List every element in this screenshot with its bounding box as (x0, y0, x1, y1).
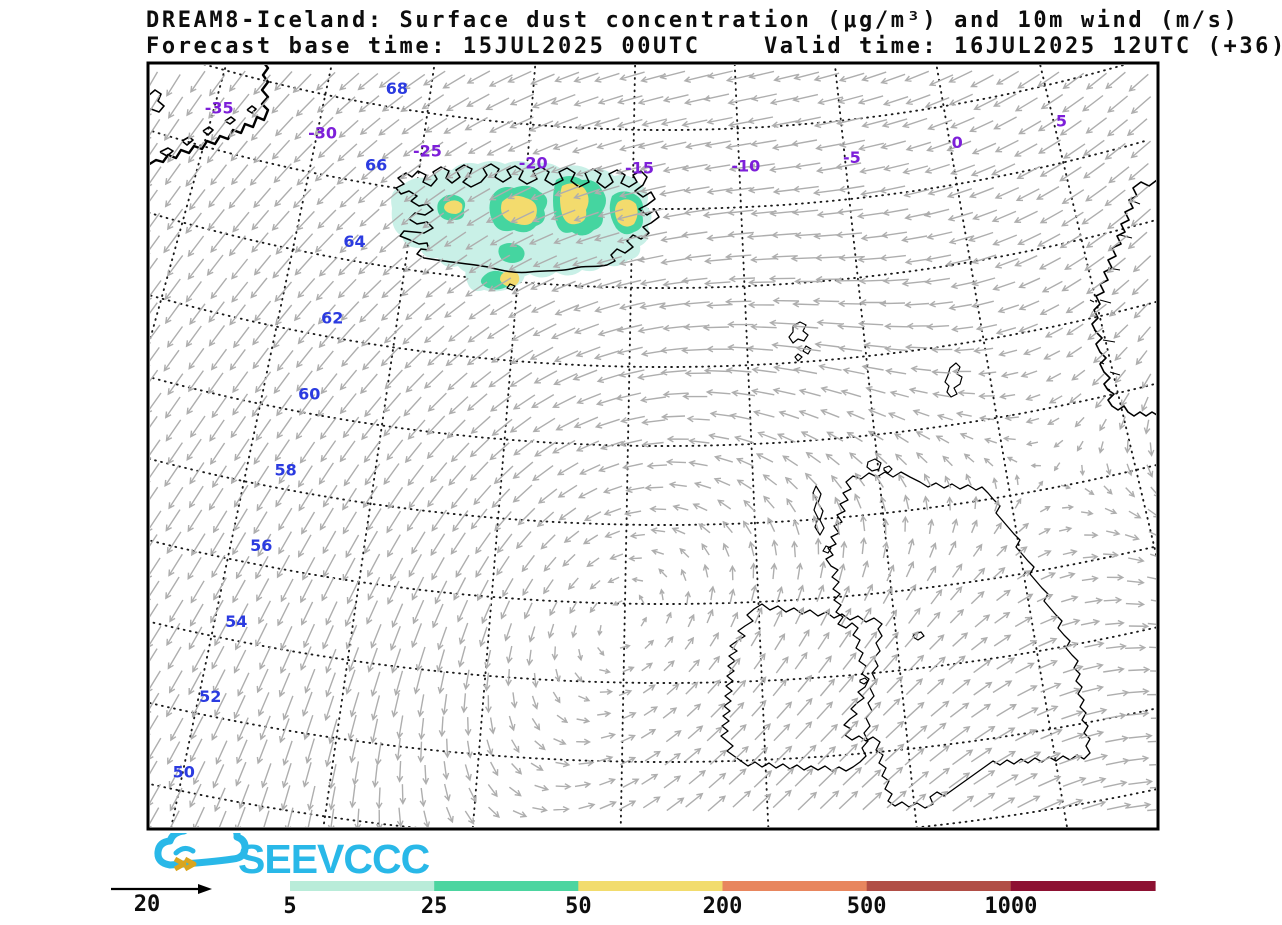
forecast-time-subtitle: Forecast base time: 15JUL2025 00UTC Vali… (146, 34, 1282, 59)
dust-concentration-layer (391, 161, 652, 292)
wind-reference-arrow-icon (111, 884, 212, 894)
colorbar-segment (434, 881, 579, 891)
colorbar-tick-label: 50 (565, 894, 592, 919)
dust-colorbar (290, 881, 1156, 891)
coastline-iceland (395, 163, 660, 274)
dust-blob-50-200 (501, 195, 537, 225)
map-layers: -35 -30 -25 -20 -15 -10 -5 0 5 68 66 64 62 60 58 56 54 52… (150, 65, 1156, 827)
colorbar-segment (1010, 881, 1156, 891)
legend-canvas (111, 881, 1156, 894)
colorbar-segment (866, 881, 1012, 891)
colorbar-tick-label: 200 (702, 894, 743, 919)
coastline-iceland-islets (506, 283, 516, 291)
latitude-label: 66 (365, 156, 387, 175)
longitude-label: -15 (625, 158, 654, 177)
dust-blob-50-200 (444, 200, 463, 214)
colorbar-tick-label: 1000 (984, 894, 1038, 919)
page-title: DREAM8-Iceland: Surface dust concentrati… (146, 8, 1240, 33)
longitude-label: -30 (308, 124, 337, 143)
latitude-label: 50 (173, 762, 195, 781)
wind-arrows-layer (150, 70, 1156, 827)
wind-reference-value: 20 (133, 892, 161, 917)
coastlines-layer (150, 65, 1156, 809)
longitude-label: 5 (1056, 111, 1067, 130)
logo-arrow-icon (173, 856, 197, 872)
cloud-icon (154, 817, 249, 872)
coastline-ireland (720, 603, 883, 772)
latitude-label: 60 (298, 385, 320, 404)
map-canvas: -35 -30 -25 -20 -15 -10 -5 0 5 68 66 64 62 60 58 56 54 52… (146, 61, 1160, 831)
latitude-label: 62 (321, 308, 343, 327)
graticule-labels: -35 -30 -25 -20 -15 -10 -5 0 5 68 66 64 62 60 58 56 54 52… (173, 79, 1067, 781)
colorbar-tick-label: 500 (846, 894, 887, 919)
latitude-label: 64 (343, 232, 365, 251)
longitude-label: -35 (205, 99, 234, 118)
coastline-greenland-islets (150, 89, 257, 157)
longitude-label: -10 (731, 157, 760, 176)
longitude-label: -20 (519, 153, 548, 172)
map-frame (146, 61, 1160, 831)
longitude-label: -5 (843, 148, 861, 167)
colorbar-segment (722, 881, 868, 891)
coastline-norway (1091, 179, 1156, 417)
latitude-label: 58 (274, 460, 296, 479)
latitude-label: 52 (199, 687, 221, 706)
forecast-map: -35 -30 -25 -20 -15 -10 -5 0 5 68 66 64 62 60 58 56 54 52… (146, 61, 1160, 831)
colorbar-segment (290, 881, 435, 891)
colorbar-segment (578, 881, 724, 891)
longitude-label: -25 (413, 142, 442, 161)
legend: 20 5 25 50 200 500 1000 (0, 874, 1282, 925)
coastline-greenland (150, 65, 270, 166)
coastline-small-islands (788, 321, 963, 685)
latitude-label: 54 (225, 612, 247, 631)
longitude-label: 0 (952, 133, 963, 152)
colorbar-tick-label: 25 (420, 894, 448, 919)
latitude-label: 68 (386, 79, 408, 98)
latitude-label: 56 (250, 536, 272, 555)
dust-blob-50-200 (560, 183, 589, 225)
colorbar-tick-label: 5 (283, 894, 297, 919)
logo-text: SEEVCCC (238, 836, 430, 881)
